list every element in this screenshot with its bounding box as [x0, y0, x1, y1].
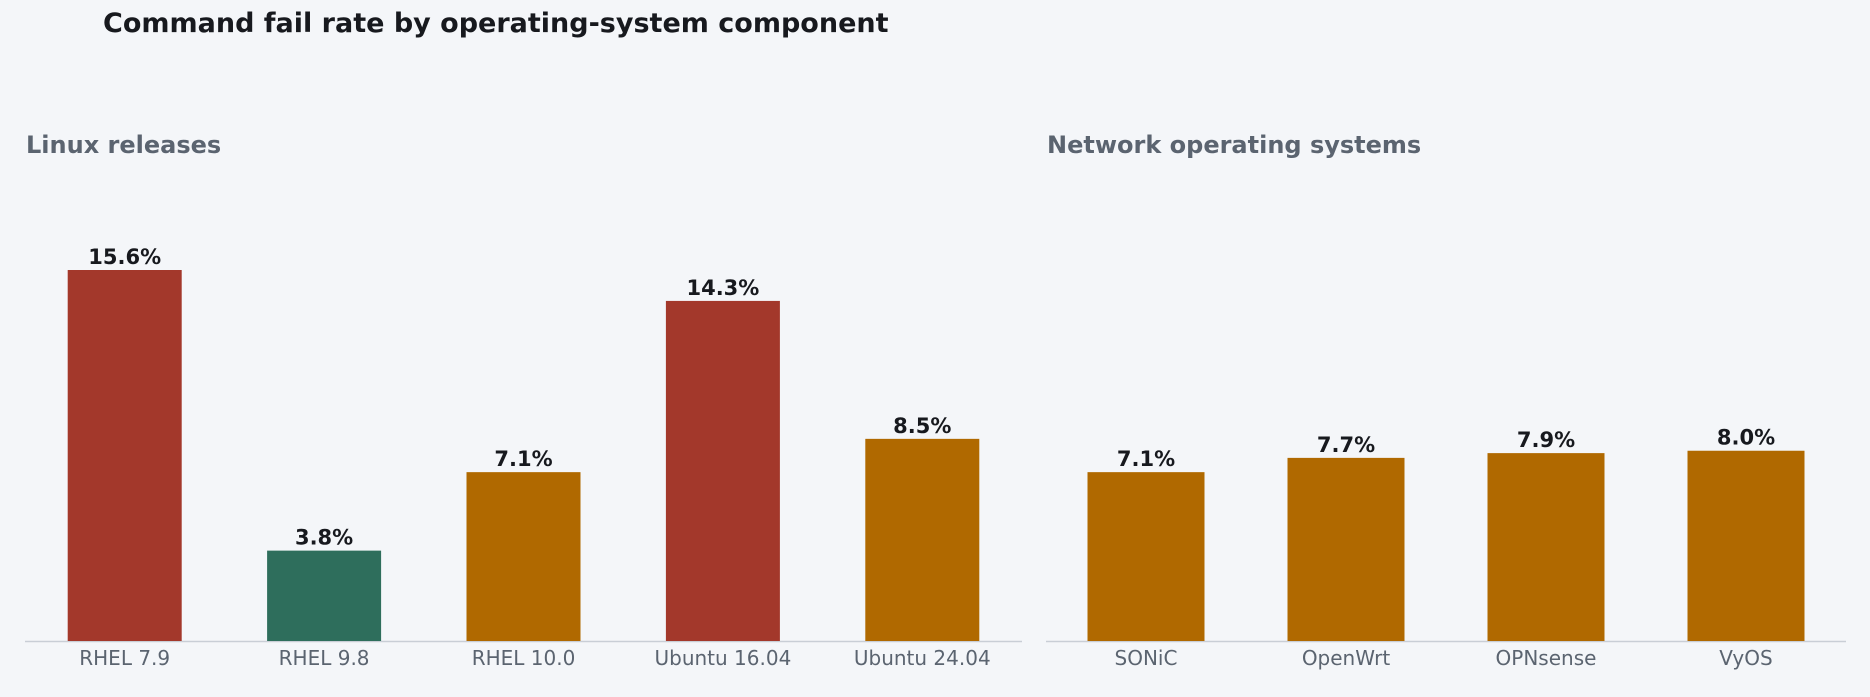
- tick-label-opnsense: OPNsense: [1496, 646, 1597, 670]
- tick-label-rhel-9-8: RHEL 9.8: [279, 646, 370, 670]
- bar-vyos: [1687, 450, 1805, 641]
- tick-label-ubuntu-16-04: Ubuntu 16.04: [654, 646, 791, 670]
- data-label-opnsense: 7.9%: [1517, 428, 1575, 452]
- data-label-rhel-9-8: 3.8%: [295, 526, 353, 550]
- bar-rhel-9-8: [267, 550, 382, 641]
- tick-label-rhel-7-9: RHEL 7.9: [79, 646, 170, 670]
- data-label-ubuntu-16-04: 14.3%: [686, 276, 759, 300]
- tick-label-vyos: VyOS: [1719, 646, 1772, 670]
- bar-sonic: [1087, 472, 1205, 641]
- bar-opnsense: [1487, 453, 1605, 641]
- panel-title-linux: Linux releases: [26, 131, 222, 159]
- bar-rhel-7-9: [67, 270, 182, 641]
- bar-rhel-10-0: [466, 472, 581, 641]
- data-label-openwrt: 7.7%: [1317, 433, 1375, 457]
- data-label-sonic: 7.1%: [1117, 447, 1175, 471]
- data-label-ubuntu-24-04: 8.5%: [893, 414, 951, 438]
- data-label-rhel-10-0: 7.1%: [494, 447, 552, 471]
- chart-title: Command fail rate by operating-system co…: [103, 8, 889, 39]
- data-label-vyos: 8.0%: [1717, 426, 1775, 450]
- bar-ubuntu-24-04: [865, 438, 980, 641]
- bar-openwrt: [1287, 457, 1405, 641]
- tick-label-sonic: SONiC: [1115, 646, 1178, 670]
- tick-label-rhel-10-0: RHEL 10.0: [472, 646, 576, 670]
- panel-title-network: Network operating systems: [1047, 131, 1422, 159]
- bar-ubuntu-16-04: [665, 300, 780, 641]
- data-label-rhel-7-9: 15.6%: [88, 245, 161, 269]
- tick-label-openwrt: OpenWrt: [1302, 646, 1391, 670]
- tick-label-ubuntu-24-04: Ubuntu 24.04: [854, 646, 991, 670]
